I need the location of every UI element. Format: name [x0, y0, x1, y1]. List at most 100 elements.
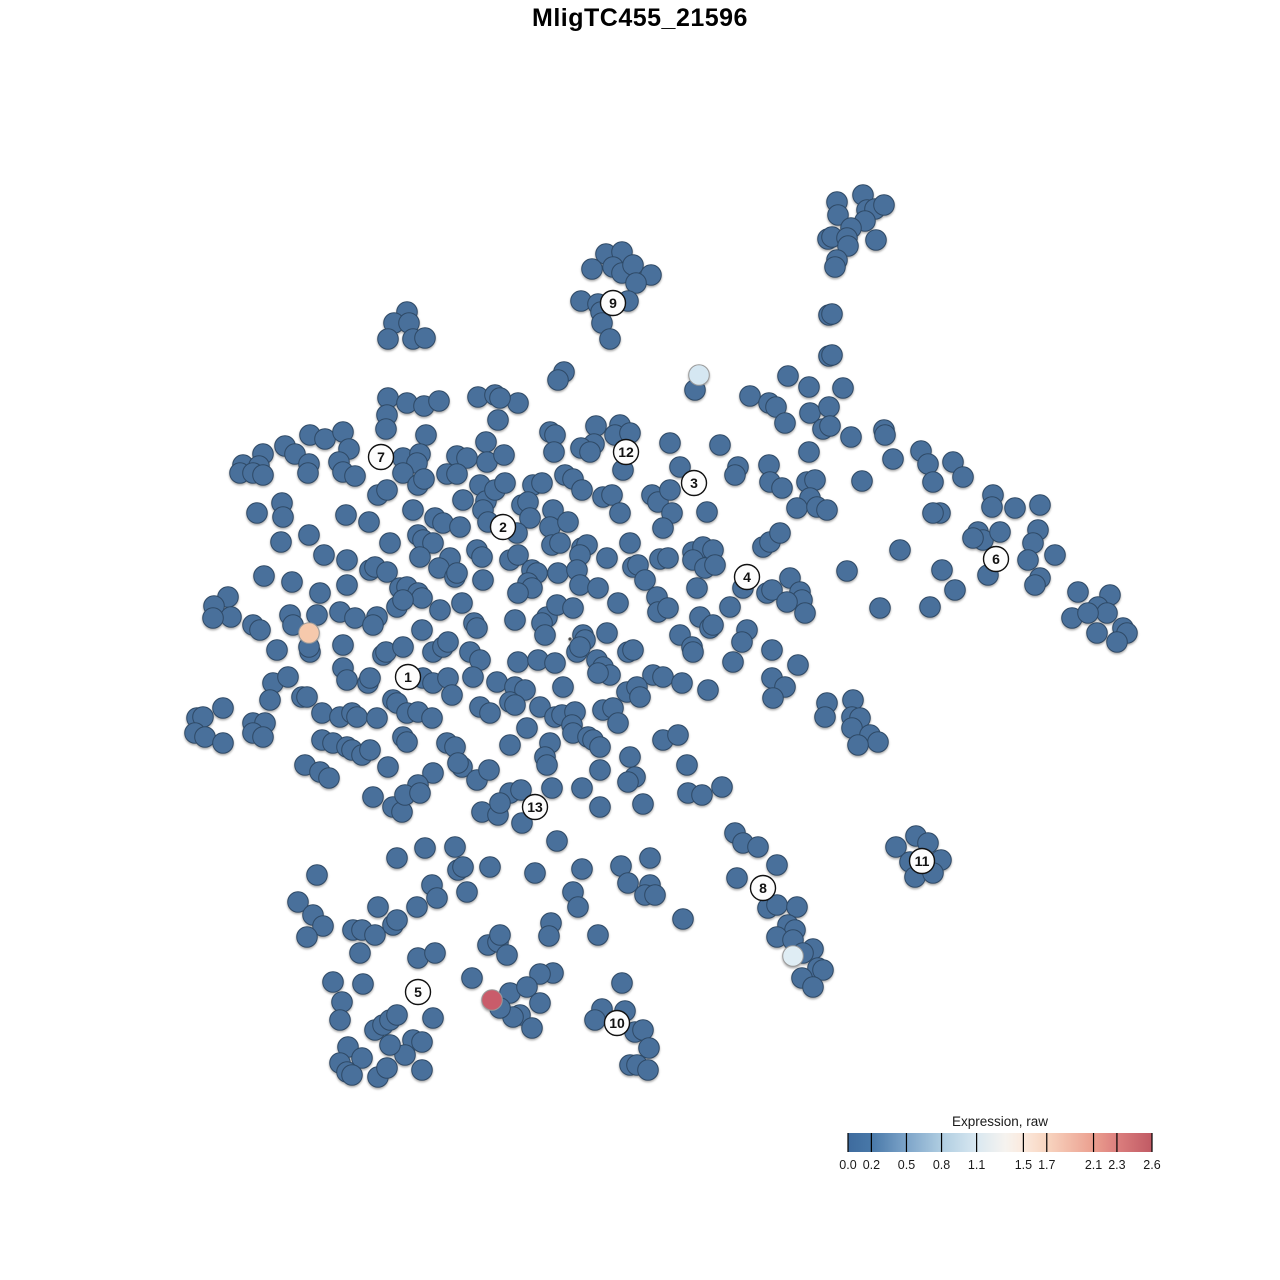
data-point	[847, 734, 869, 756]
data-point	[865, 229, 887, 251]
data-point	[541, 777, 563, 799]
cluster-label: 4	[733, 563, 761, 591]
cluster-label-number: 1	[404, 669, 412, 685]
data-point	[449, 516, 471, 538]
data-point	[611, 972, 633, 994]
data-point	[496, 944, 518, 966]
data-point	[704, 554, 726, 576]
cluster-label-number: 10	[609, 1015, 625, 1031]
data-point	[567, 896, 589, 918]
data-point	[489, 387, 511, 409]
legend-tick-label: 2.6	[1143, 1158, 1160, 1172]
data-point	[657, 597, 679, 619]
legend-tick-label: 0.2	[863, 1158, 880, 1172]
data-point	[456, 881, 478, 903]
data-point	[386, 847, 408, 869]
data-point	[632, 793, 654, 815]
data-point	[379, 532, 401, 554]
data-point	[719, 596, 741, 618]
data-point	[313, 544, 335, 566]
data-point	[569, 574, 591, 596]
data-point	[252, 464, 274, 486]
data-point	[534, 624, 556, 646]
data-point	[499, 734, 521, 756]
data-point	[312, 915, 334, 937]
data-point	[546, 830, 568, 852]
data-point	[769, 522, 791, 544]
legend-ticks: 0.0 0.2 0.5 0.8 1.1 1.5 1.7 2.1 2.3 2.6	[839, 1133, 1161, 1172]
data-point	[507, 651, 529, 673]
data-point	[637, 1059, 659, 1081]
data-point	[220, 606, 242, 628]
cluster-label-number: 6	[992, 551, 1000, 567]
data-point	[252, 726, 274, 748]
data-point	[521, 1017, 543, 1039]
data-point	[461, 967, 483, 989]
cluster-label: 6	[982, 545, 1010, 573]
data-point	[587, 577, 609, 599]
data-point	[212, 732, 234, 754]
data-point	[413, 468, 435, 490]
data-point	[376, 479, 398, 501]
data-point	[882, 448, 904, 470]
data-point	[212, 697, 234, 719]
data-point	[475, 431, 497, 453]
data-point	[821, 344, 843, 366]
data-point	[516, 717, 538, 739]
data-point	[352, 973, 374, 995]
data-point	[836, 560, 858, 582]
data-point	[259, 689, 281, 711]
data-point	[552, 676, 574, 698]
data-point	[411, 587, 433, 609]
data-point	[249, 619, 271, 641]
data-point	[266, 639, 288, 661]
data-point	[441, 684, 463, 706]
cluster-label: 3	[680, 469, 708, 497]
cluster-label: 1	[394, 663, 422, 691]
cluster-label-circle	[908, 847, 936, 875]
data-point	[504, 694, 526, 716]
data-point	[696, 501, 718, 523]
data-point	[873, 194, 895, 216]
data-point	[599, 328, 621, 350]
cluster-label-number: 3	[690, 475, 698, 491]
data-point	[944, 579, 966, 601]
cluster-label-circle	[749, 874, 777, 902]
special-data-point	[688, 364, 710, 386]
data-point	[429, 599, 451, 621]
data-point	[392, 589, 414, 611]
cluster-label: 10	[603, 1009, 631, 1037]
data-point	[1106, 631, 1128, 653]
data-point	[422, 1007, 444, 1029]
data-point	[379, 1034, 401, 1056]
data-point	[421, 707, 443, 729]
data-point	[377, 756, 399, 778]
data-point	[814, 706, 836, 728]
data-point	[709, 434, 731, 456]
data-point	[452, 856, 474, 878]
data-point	[202, 607, 224, 629]
data-point	[1096, 602, 1118, 624]
data-point	[672, 908, 694, 930]
data-point	[802, 976, 824, 998]
data-point	[524, 862, 546, 884]
data-point	[529, 992, 551, 1014]
data-point	[510, 779, 532, 801]
data-point	[402, 499, 424, 521]
data-point	[1024, 574, 1046, 596]
special-data-point	[782, 945, 804, 967]
data-point	[287, 891, 309, 913]
data-point	[386, 1004, 408, 1026]
data-point	[547, 369, 569, 391]
cluster-label-number: 5	[414, 984, 422, 1000]
data-point	[644, 884, 666, 906]
data-point	[422, 762, 444, 784]
legend-tick-label: 1.7	[1038, 1158, 1055, 1172]
data-point	[358, 511, 380, 533]
data-point	[869, 597, 891, 619]
data-point	[819, 415, 841, 437]
data-point	[446, 562, 468, 584]
data-point	[739, 385, 761, 407]
data-point	[414, 837, 436, 859]
